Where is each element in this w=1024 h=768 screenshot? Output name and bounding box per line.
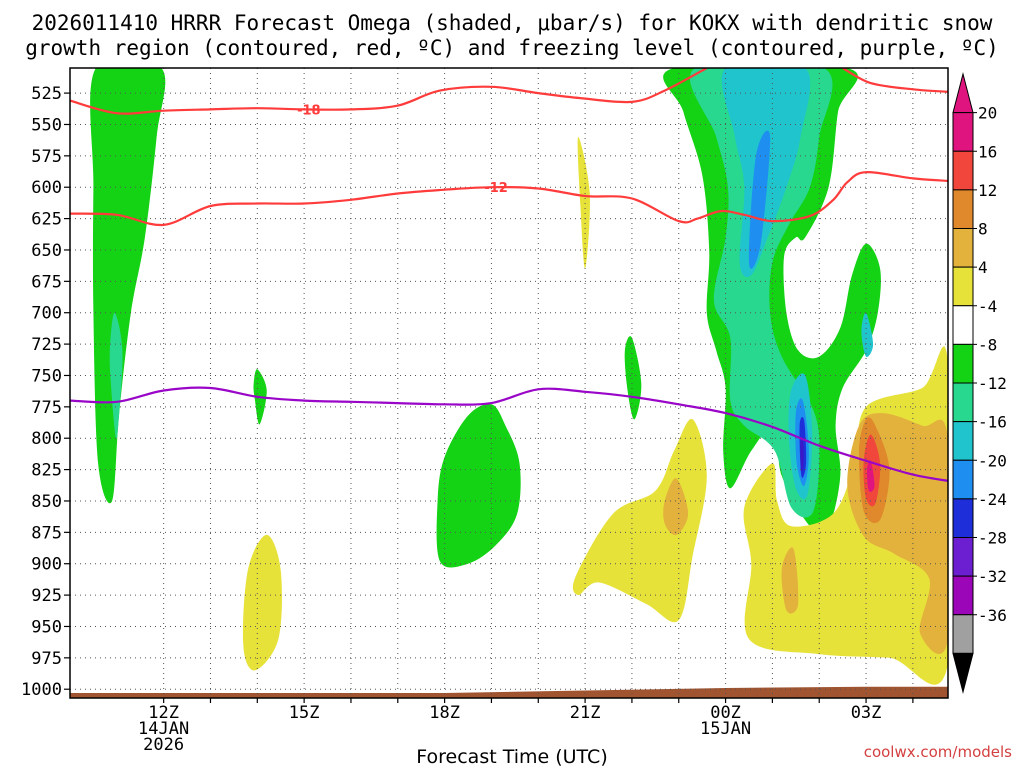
title-line-1: 2026011410 HRRR Forecast Omega (shaded, … <box>32 11 993 35</box>
colorbar-label: -36 <box>978 606 1007 625</box>
omega-region-3 <box>436 403 521 568</box>
colorbar-max-triangle <box>952 72 974 114</box>
y-tick-label: 700 <box>31 304 62 324</box>
colorbar-label: 8 <box>978 220 988 239</box>
colorbar-label: 4 <box>978 258 988 277</box>
y-tick-label: 950 <box>31 617 62 637</box>
x-tick-label: 03Z <box>851 703 882 723</box>
y-tick-label: 850 <box>31 492 62 512</box>
isotherm-line <box>842 68 948 93</box>
colorbar-label: 20 <box>978 104 997 123</box>
colorbar-box <box>952 575 974 616</box>
isotherm-label: -18 <box>297 103 321 118</box>
omega-region-15 <box>242 534 282 671</box>
y-tick-label: 725 <box>31 335 62 355</box>
colorbar-box <box>952 459 974 500</box>
x-tick-label: 12Z <box>148 703 179 723</box>
omega-region-23 <box>866 460 875 492</box>
x-tick-label: 15JAN <box>700 719 751 739</box>
grid-lines <box>70 68 948 698</box>
omega-region-18 <box>663 478 689 536</box>
y-tick-label: 800 <box>31 429 62 449</box>
y-tick-label: 675 <box>31 272 62 292</box>
plot-frame <box>69 67 949 699</box>
colorbar-box <box>952 305 974 345</box>
y-tick-label: 550 <box>31 115 62 135</box>
x-tick-label: 15Z <box>289 703 320 723</box>
y-tick-label: 600 <box>31 178 62 198</box>
omega-region-11 <box>748 130 771 269</box>
y-tick-label: 750 <box>31 366 62 386</box>
colorbar-box <box>952 614 974 654</box>
x-tick-label: 00Z <box>710 703 741 723</box>
colorbar-label: -24 <box>978 490 1007 509</box>
colorbar-box <box>952 421 974 461</box>
colorbar-box <box>952 266 974 307</box>
colorbar-label: 16 <box>978 142 997 161</box>
colorbar-label: -12 <box>978 374 1007 393</box>
colorbar-label: -8 <box>978 335 997 354</box>
colorbar-label: 12 <box>978 181 997 200</box>
omega-region-0 <box>90 68 166 504</box>
y-tick-label: 900 <box>31 555 62 575</box>
freezing-level-layer <box>70 386 948 482</box>
colorbar-box <box>952 228 974 268</box>
colorbar-box <box>952 382 974 423</box>
y-tick-label: 1000 <box>21 680 62 700</box>
omega-region-14 <box>577 136 590 269</box>
x-axis-label: Forecast Time (UTC) <box>416 746 607 768</box>
omega-region-5 <box>663 68 881 533</box>
omega-region-1 <box>109 312 123 439</box>
y-tick-label: 775 <box>31 398 62 418</box>
terrain <box>70 686 948 698</box>
x-tick-label: 14JAN <box>138 719 189 739</box>
colorbar-box <box>952 537 974 577</box>
omega-shading <box>90 68 948 685</box>
isotherm-line <box>70 68 708 115</box>
colorbar-label: -20 <box>978 451 1007 470</box>
y-tick-label: 825 <box>31 461 62 481</box>
colorbar-label: -16 <box>978 413 1007 432</box>
chart-title: 2026011410 HRRR Forecast Omega (shaded, … <box>25 11 999 60</box>
colorbar-label: -32 <box>978 567 1007 586</box>
y-tick-label: 625 <box>31 210 62 230</box>
isotherm-line <box>70 171 948 227</box>
title-line-2: growth region (contoured, red, ºC) and f… <box>25 36 999 60</box>
y-tick-label: 650 <box>31 241 62 261</box>
colorbar-label: -28 <box>978 529 1007 548</box>
omega-region-16 <box>572 418 707 623</box>
y-tick-label: 925 <box>31 586 62 606</box>
temperature-contours: -18 -12 <box>70 68 948 227</box>
colorbar: 20 16 12 8 4 -4 -8 -12 -16 -20 -24 -28 -32 -36 <box>952 72 1007 694</box>
y-tick-label: 575 <box>31 147 62 167</box>
colorbar-box <box>952 343 974 384</box>
colorbar-label: -4 <box>978 297 997 316</box>
omega-region-13 <box>800 439 804 472</box>
y-axis-pressure-ticks: 525 550 575 600 625 650 675 700 725 750 775 800 825 8… <box>21 84 70 700</box>
credit-text: coolwx.com/models <box>864 743 1012 761</box>
colorbar-min-triangle <box>952 652 974 694</box>
colorbar-box <box>952 112 974 152</box>
colorbar-box <box>952 498 974 538</box>
y-tick-label: 975 <box>31 649 62 669</box>
y-tick-label: 525 <box>31 84 62 104</box>
omega-region-8 <box>861 312 874 357</box>
freezing-level-line <box>70 386 948 482</box>
y-tick-label: 875 <box>31 523 62 543</box>
x-tick-label: 21Z <box>570 703 601 723</box>
x-tick-label: 2026 <box>143 735 184 755</box>
colorbar-box <box>952 189 974 229</box>
isotherm-label: -12 <box>484 181 508 196</box>
x-tick-label: 18Z <box>429 703 460 723</box>
colorbar-box <box>952 150 974 191</box>
terrain-layer <box>70 686 948 698</box>
